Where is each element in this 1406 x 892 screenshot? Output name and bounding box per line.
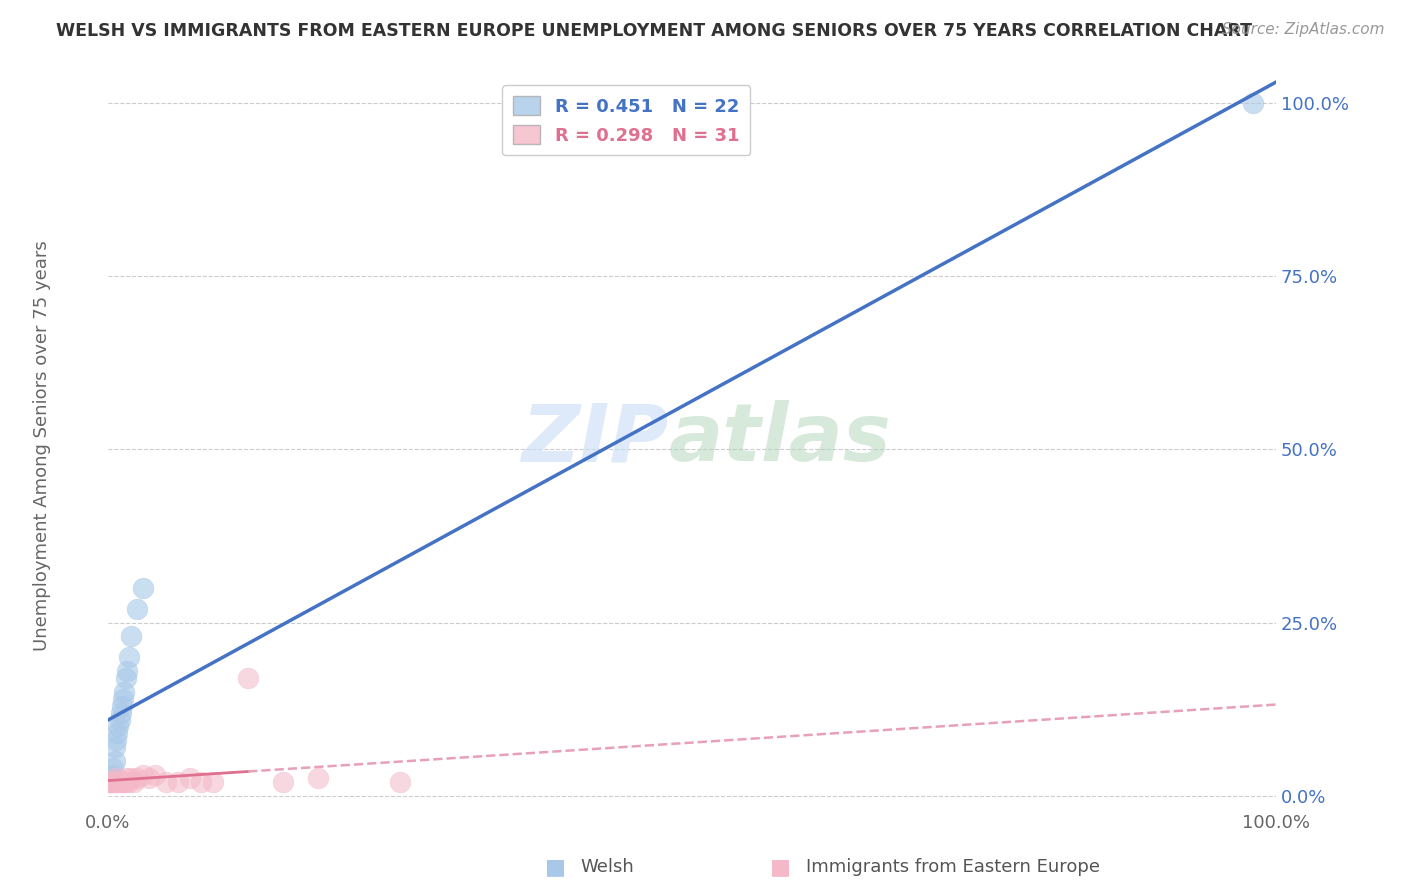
Legend: R = 0.451   N = 22, R = 0.298   N = 31: R = 0.451 N = 22, R = 0.298 N = 31 xyxy=(502,85,751,155)
Point xyxy=(112,774,135,789)
Point xyxy=(118,774,141,789)
Point xyxy=(104,774,127,789)
Point xyxy=(101,761,124,775)
Point xyxy=(105,774,128,789)
Point xyxy=(118,650,141,665)
Point xyxy=(97,774,120,789)
Point xyxy=(307,772,329,786)
Point xyxy=(97,774,120,789)
Point xyxy=(108,713,131,727)
Point xyxy=(100,774,122,789)
Point xyxy=(122,774,145,789)
Point xyxy=(132,768,155,782)
Point xyxy=(98,774,121,789)
Point xyxy=(112,691,135,706)
Point xyxy=(104,754,127,768)
Text: Unemployment Among Seniors over 75 years: Unemployment Among Seniors over 75 years xyxy=(34,241,51,651)
Point xyxy=(105,733,128,747)
Point xyxy=(1241,96,1264,111)
Point xyxy=(120,629,142,643)
Point xyxy=(105,726,128,740)
Point xyxy=(155,774,177,789)
Text: ■: ■ xyxy=(546,857,565,877)
Point xyxy=(120,772,142,786)
Text: Source: ZipAtlas.com: Source: ZipAtlas.com xyxy=(1222,22,1385,37)
Point xyxy=(98,774,121,789)
Point xyxy=(167,774,190,789)
Point xyxy=(101,774,124,789)
Point xyxy=(105,772,128,786)
Point xyxy=(190,774,212,789)
Point xyxy=(115,664,138,678)
Point xyxy=(104,740,127,755)
Point xyxy=(388,774,411,789)
Point xyxy=(107,774,129,789)
Point xyxy=(111,774,134,789)
Point xyxy=(111,698,134,713)
Point xyxy=(110,706,132,720)
Point xyxy=(115,772,138,786)
Text: atlas: atlas xyxy=(669,400,891,478)
Point xyxy=(100,768,122,782)
Point xyxy=(114,774,136,789)
Text: WELSH VS IMMIGRANTS FROM EASTERN EUROPE UNEMPLOYMENT AMONG SENIORS OVER 75 YEARS: WELSH VS IMMIGRANTS FROM EASTERN EUROPE … xyxy=(56,22,1253,40)
Point xyxy=(107,719,129,733)
Point xyxy=(179,772,201,786)
Text: Immigrants from Eastern Europe: Immigrants from Eastern Europe xyxy=(806,858,1099,876)
Text: ■: ■ xyxy=(770,857,790,877)
Point xyxy=(108,774,131,789)
Text: ZIP: ZIP xyxy=(522,400,669,478)
Point xyxy=(127,601,149,615)
Point xyxy=(114,671,136,685)
Point xyxy=(112,685,135,699)
Point xyxy=(271,774,294,789)
Point xyxy=(202,774,225,789)
Point xyxy=(100,774,122,789)
Point xyxy=(143,768,166,782)
Point xyxy=(127,772,149,786)
Point xyxy=(132,581,155,595)
Point xyxy=(103,774,125,789)
Text: Welsh: Welsh xyxy=(581,858,634,876)
Point xyxy=(138,772,160,786)
Point xyxy=(112,774,135,789)
Point xyxy=(236,671,259,685)
